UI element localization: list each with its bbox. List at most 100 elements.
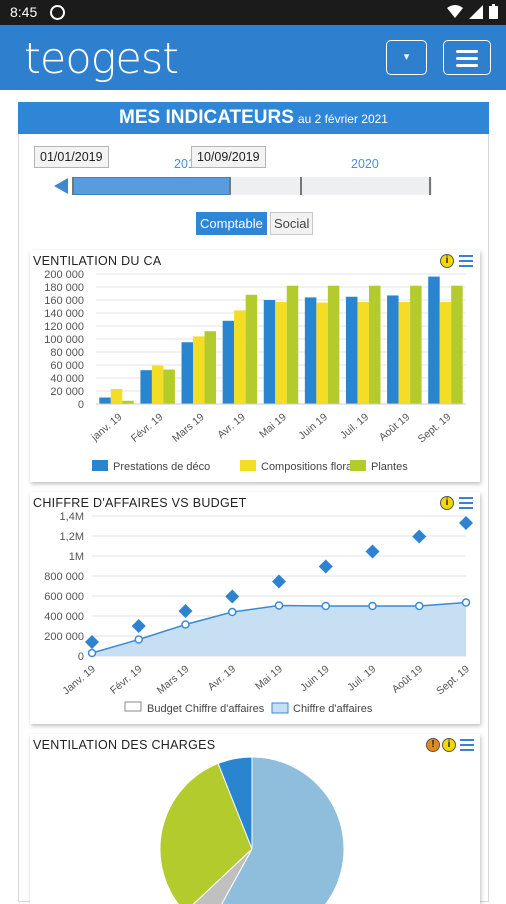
budget-marker <box>178 604 193 618</box>
x-tick-label: Mai 19 <box>257 411 289 441</box>
signal-icon <box>469 4 483 19</box>
x-tick-label: Août 19 <box>390 663 426 696</box>
bar-3 <box>368 285 381 404</box>
actual-point <box>415 601 424 611</box>
y-tick-label: 100 000 <box>44 334 84 346</box>
dropdown-button[interactable]: ▾ <box>386 40 427 75</box>
x-tick-label: Juin 19 <box>298 663 332 694</box>
bar-1 <box>222 320 235 404</box>
x-tick-label: Avr. 19 <box>206 663 239 693</box>
slider-tick <box>300 177 302 195</box>
bar-2 <box>151 365 164 404</box>
slider-handle-end[interactable] <box>229 177 231 195</box>
x-tick-label: Mars 19 <box>170 411 207 445</box>
warning-icon[interactable]: ! <box>426 738 440 752</box>
chart-title: VENTILATION DES CHARGES <box>33 738 216 752</box>
info-icon[interactable]: i <box>440 254 454 268</box>
y-tick-label: 20 000 <box>50 386 84 398</box>
budget-marker <box>365 544 380 559</box>
y-tick-label: 200 000 <box>44 269 84 281</box>
budget-marker <box>318 559 333 574</box>
y-tick-label: 160 000 <box>44 295 84 307</box>
y-tick-label: 1,2M <box>60 531 84 543</box>
status-icons <box>447 4 498 19</box>
bar-3 <box>245 294 258 404</box>
budget-marker <box>459 516 473 530</box>
bar-3 <box>410 285 422 404</box>
tab-comptable[interactable]: Comptable <box>196 212 267 235</box>
slider-left-arrow-icon[interactable] <box>54 178 68 194</box>
bar-1 <box>140 370 152 404</box>
y-tick-label: 400 000 <box>44 611 84 623</box>
slider-handle-start[interactable] <box>72 177 74 195</box>
status-bar: 8:45 <box>0 0 506 25</box>
panel-header: MES INDICATEURS au 2 février 2021 <box>18 102 489 134</box>
ca-breakdown-card: VENTILATION DU CA i 200 000 180 000 160 00… <box>30 250 480 482</box>
bar-3 <box>286 285 299 404</box>
legend-label: Budget Chiffre d'affaires <box>147 703 265 715</box>
charges-card: VENTILATION DES CHARGES ! i <box>30 734 480 904</box>
actual-point <box>274 601 284 610</box>
pie-slice <box>192 848 253 904</box>
bar-2 <box>193 336 205 404</box>
x-tick-label: Juil. 19 <box>345 663 378 694</box>
x-tick-label: Mai 19 <box>253 663 285 693</box>
y-tick-label: 0 <box>78 651 84 663</box>
legend-swatch <box>271 702 289 714</box>
bar-1 <box>263 300 276 404</box>
legend-swatch <box>350 460 366 471</box>
chart-menu-icon[interactable] <box>459 497 473 509</box>
x-tick-label: Avr. 19 <box>215 411 248 441</box>
actual-point <box>368 601 377 611</box>
bar-3 <box>163 369 175 404</box>
battery-icon <box>489 4 498 19</box>
bar-3 <box>451 285 463 404</box>
bar-2 <box>398 301 411 404</box>
y-tick-label: 40 000 <box>50 373 84 385</box>
start-date[interactable]: 01/01/2019 <box>34 146 109 168</box>
actual-point <box>461 598 471 607</box>
ca-vs-budget-card: CHIFFRE D'AFFAIRES VS BUDGET i 1,4M 1,2M 1… <box>30 492 480 724</box>
legend-swatch <box>92 460 108 471</box>
bar-2 <box>110 389 123 404</box>
x-tick-label: Févr. 19 <box>108 663 145 697</box>
info-icon[interactable]: i <box>442 738 456 752</box>
bar-1 <box>304 297 317 404</box>
info-icon[interactable]: i <box>440 496 454 510</box>
y-tick-label: 1M <box>69 551 84 563</box>
bar-2 <box>234 310 246 404</box>
end-date[interactable]: 10/09/2019 <box>191 146 266 168</box>
area-fill <box>92 602 466 656</box>
menu-button[interactable] <box>443 40 491 75</box>
y-tick-label: 800 000 <box>44 571 84 583</box>
y-tick-label: 180 000 <box>44 282 84 294</box>
legend-swatch <box>240 460 256 471</box>
chart-menu-icon[interactable] <box>460 739 474 751</box>
chart-title: CHIFFRE D'AFFAIRES VS BUDGET <box>33 496 247 510</box>
bar-1 <box>99 397 111 404</box>
legend-label: Plantes <box>371 461 408 473</box>
panel-date: au 2 février 2021 <box>297 112 388 126</box>
x-tick-label: Févr. 19 <box>129 411 166 445</box>
bar-2 <box>439 301 452 404</box>
y-tick-label: 200 000 <box>44 631 84 643</box>
budget-marker <box>225 589 240 604</box>
bar-2 <box>357 301 369 404</box>
teogest-logo: teogest <box>24 34 179 84</box>
pie-slice <box>159 762 253 904</box>
clock: 8:45 <box>10 4 38 20</box>
budget-marker <box>412 529 427 544</box>
x-tick-label: Sept. 19 <box>434 663 472 697</box>
wifi-icon <box>447 4 463 18</box>
period-slider-range[interactable] <box>72 177 230 195</box>
chart-menu-icon[interactable] <box>459 255 473 267</box>
bar-1 <box>181 342 194 404</box>
year-label-2020: 2020 <box>351 157 379 171</box>
bar-1 <box>345 296 358 404</box>
tab-social[interactable]: Social <box>270 212 314 235</box>
x-tick-label: Janv. 19 <box>60 663 98 697</box>
panel-title: MES INDICATEURS <box>119 107 294 128</box>
bar-1 <box>387 295 399 404</box>
